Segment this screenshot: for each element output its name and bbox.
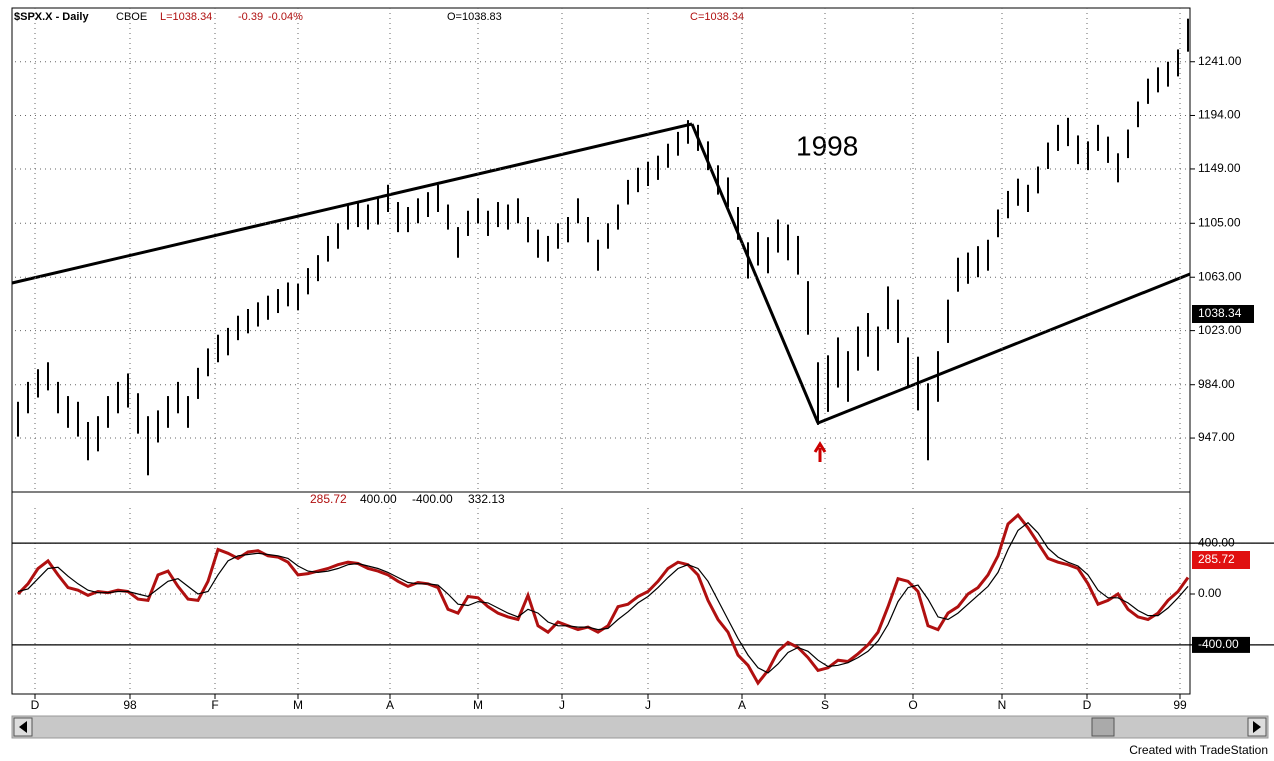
- readout: C=1038.34: [690, 11, 744, 23]
- y-tick-label: -400.00: [1198, 637, 1239, 651]
- readout: -0.04%: [268, 11, 303, 23]
- oscillator-line: [17, 521, 1189, 674]
- y-tick-label: 1105.00: [1198, 215, 1241, 229]
- trend-line: [817, 272, 1191, 425]
- last-label: 1038.34: [1198, 306, 1242, 320]
- annotation: 1998: [796, 130, 858, 161]
- x-tick-label: 99: [1173, 698, 1187, 712]
- x-tick-label: 98: [123, 698, 137, 712]
- x-tick-label: J: [559, 698, 565, 712]
- readout: O=1038.83: [447, 11, 502, 23]
- x-tick-label: M: [473, 698, 483, 712]
- arrow-icon: [19, 721, 27, 733]
- x-tick-label: F: [211, 698, 218, 712]
- trend-line: [690, 123, 820, 424]
- y-tick-label: 947.00: [1198, 430, 1235, 444]
- x-tick-label: M: [293, 698, 303, 712]
- arrow-icon: [1253, 721, 1261, 733]
- y-tick-label: 1149.00: [1198, 161, 1241, 175]
- y-tick-label: 1023.00: [1198, 323, 1242, 337]
- last-box: [1192, 551, 1250, 569]
- readout: 400.00: [360, 492, 397, 506]
- readout: 332.13: [468, 492, 505, 506]
- trend-line: [11, 122, 693, 285]
- x-tick-label: S: [821, 698, 829, 712]
- arrow: [813, 441, 827, 462]
- y-tick-label: 400.00: [1198, 535, 1235, 549]
- x-tick-label: D: [1083, 698, 1092, 712]
- readout: 285.72: [310, 492, 347, 506]
- x-tick-label: A: [738, 698, 746, 712]
- y-tick-label: 1063.00: [1198, 269, 1242, 283]
- symbol: $SPX.X - Daily: [14, 11, 89, 23]
- scroll-thumb[interactable]: [1091, 717, 1115, 737]
- x-tick-label: D: [31, 698, 40, 712]
- x-tick-label: A: [386, 698, 394, 712]
- readout: -400.00: [412, 492, 453, 506]
- plot-frame: [11, 7, 1191, 695]
- level-box: [1192, 636, 1250, 653]
- footer: Created with TradeStation: [1129, 743, 1268, 757]
- y-tick-label: 1241.00: [1198, 54, 1242, 68]
- x-tick-label: J: [645, 698, 651, 712]
- scrollbar[interactable]: [11, 715, 1269, 739]
- x-tick-label: N: [998, 698, 1007, 712]
- y-tick-label: 984.00: [1198, 377, 1235, 391]
- x-tick-label: O: [908, 698, 917, 712]
- y-tick-label: 1194.00: [1198, 108, 1241, 122]
- readout: -0.39: [238, 11, 263, 23]
- last-box: [1192, 305, 1254, 323]
- exchange: CBOE: [116, 11, 147, 23]
- y-tick-label: 0.00: [1198, 586, 1222, 600]
- last-label: 285.72: [1198, 552, 1235, 566]
- readout: L=1038.34: [160, 11, 212, 23]
